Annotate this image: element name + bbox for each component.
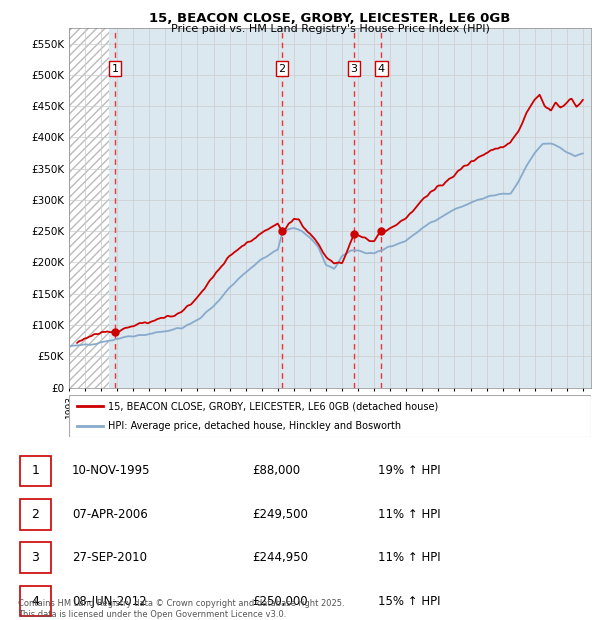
Text: 4: 4 bbox=[31, 595, 40, 608]
FancyBboxPatch shape bbox=[20, 499, 51, 529]
Text: 15, BEACON CLOSE, GROBY, LEICESTER, LE6 0GB: 15, BEACON CLOSE, GROBY, LEICESTER, LE6 … bbox=[149, 12, 511, 25]
Text: 2: 2 bbox=[31, 508, 40, 521]
Text: 07-APR-2006: 07-APR-2006 bbox=[72, 508, 148, 521]
Text: 15% ↑ HPI: 15% ↑ HPI bbox=[378, 595, 440, 608]
Text: Price paid vs. HM Land Registry's House Price Index (HPI): Price paid vs. HM Land Registry's House … bbox=[170, 24, 490, 33]
FancyBboxPatch shape bbox=[20, 456, 51, 486]
Text: 3: 3 bbox=[31, 551, 40, 564]
Text: 3: 3 bbox=[350, 64, 358, 74]
FancyBboxPatch shape bbox=[69, 395, 591, 437]
Text: 1: 1 bbox=[31, 464, 40, 477]
Text: 10-NOV-1995: 10-NOV-1995 bbox=[72, 464, 151, 477]
Text: 11% ↑ HPI: 11% ↑ HPI bbox=[378, 551, 440, 564]
Text: 11% ↑ HPI: 11% ↑ HPI bbox=[378, 508, 440, 521]
Text: £250,000: £250,000 bbox=[252, 595, 308, 608]
FancyBboxPatch shape bbox=[20, 542, 51, 573]
Text: 19% ↑ HPI: 19% ↑ HPI bbox=[378, 464, 440, 477]
Text: £249,500: £249,500 bbox=[252, 508, 308, 521]
Text: 2: 2 bbox=[278, 64, 286, 74]
Text: 15, BEACON CLOSE, GROBY, LEICESTER, LE6 0GB (detached house): 15, BEACON CLOSE, GROBY, LEICESTER, LE6 … bbox=[108, 401, 439, 411]
Text: £88,000: £88,000 bbox=[252, 464, 300, 477]
Text: HPI: Average price, detached house, Hinckley and Bosworth: HPI: Average price, detached house, Hinc… bbox=[108, 421, 401, 431]
Text: 1: 1 bbox=[112, 64, 118, 74]
Text: Contains HM Land Registry data © Crown copyright and database right 2025.
This d: Contains HM Land Registry data © Crown c… bbox=[18, 600, 344, 619]
Bar bbox=[69, 28, 109, 387]
FancyBboxPatch shape bbox=[20, 586, 51, 616]
Text: £244,950: £244,950 bbox=[252, 551, 308, 564]
Text: 4: 4 bbox=[377, 64, 385, 74]
Text: 08-JUN-2012: 08-JUN-2012 bbox=[72, 595, 146, 608]
Text: 27-SEP-2010: 27-SEP-2010 bbox=[72, 551, 147, 564]
